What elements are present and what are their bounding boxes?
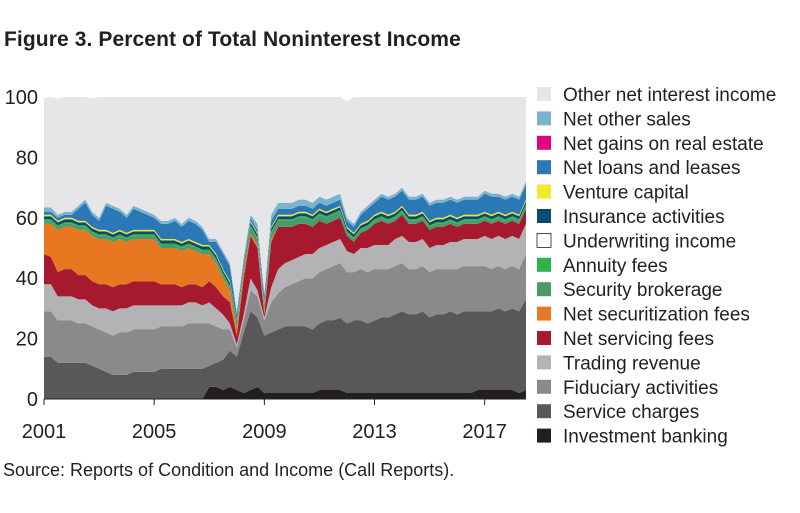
legend-label-fiduciary-activities: Fiduciary activities [563, 378, 718, 399]
x-tick-label: 2013 [352, 421, 397, 443]
legend-label-net-securitization-fees: Net securitization fees [563, 305, 750, 326]
legend-label-venture-capital: Venture capital [563, 183, 689, 204]
legend-label-security-brokerage: Security brokerage [563, 280, 722, 301]
x-axis: 2001 2005 2009 2013 2017 [22, 398, 526, 443]
legend-label-trading-revenue: Trading revenue [563, 353, 701, 374]
chart-title: Figure 3. Percent of Total Noninterest I… [4, 28, 461, 51]
legend-label-underwriting-income: Underwriting income [563, 231, 736, 252]
area-net-loans-and-leases [44, 184, 526, 321]
y-tick-label: 100 [5, 87, 38, 109]
legend: Other net interest income Net other sales… [536, 85, 776, 448]
x-tick-label: 2005 [132, 421, 177, 443]
plot-area [44, 97, 526, 399]
legend-swatch-net-gains-on-real-estate [537, 135, 551, 150]
legend-swatch-insurance-activities [537, 209, 551, 223]
y-tick-label: 40 [16, 268, 38, 290]
area-net-servicing-fees [44, 208, 526, 345]
y-axis: 0 20 40 60 80 100 [5, 87, 38, 411]
legend-swatch-trading-revenue [537, 355, 551, 370]
legend-swatch-fiduciary-activities [537, 379, 551, 394]
y-tick-label: 60 [16, 208, 38, 230]
legend-swatch-net-servicing-fees [537, 331, 551, 345]
area-investment-banking [44, 386, 526, 399]
legend-swatch-security-brokerage [537, 282, 551, 297]
area-other-net-interest-income [44, 97, 526, 312]
y-tick-label: 0 [27, 389, 38, 411]
source-note: Source: Reports of Condition and Income … [3, 460, 455, 480]
legend-swatch-net-loans-and-leases [537, 160, 551, 175]
legend-label-net-other-sales: Net other sales [563, 109, 691, 130]
legend-label-other-net-interest-income: Other net interest income [563, 85, 776, 106]
area-trading-revenue [44, 223, 526, 348]
legend-label-insurance-activities: Insurance activities [563, 207, 725, 228]
legend-swatch-investment-banking [537, 428, 551, 443]
area-net-other-sales [44, 181, 526, 315]
legend-label-net-servicing-fees: Net servicing fees [563, 329, 714, 350]
legend-swatch-venture-capital [537, 184, 551, 199]
x-tick-label: 2009 [242, 421, 287, 443]
area-net-securitization-fees [44, 208, 526, 336]
legend-label-net-gains-on-real-estate: Net gains on real estate [563, 134, 764, 155]
y-tick-label: 80 [16, 147, 38, 169]
legend-label-net-loans-and-leases: Net loans and leases [563, 158, 740, 179]
y-tick-label: 20 [16, 329, 38, 351]
legend-label-annuity-fees: Annuity fees [563, 256, 668, 277]
area-service-charges [44, 299, 526, 399]
legend-swatch-underwriting-income [536, 232, 552, 248]
legend-label-service-charges: Service charges [563, 402, 699, 423]
legend-swatch-other-net-interest-income [537, 87, 551, 101]
x-tick-label: 2001 [22, 421, 67, 443]
legend-swatch-service-charges [537, 404, 551, 419]
x-tick-label: 2017 [462, 421, 507, 443]
area-fiduciary-activities [44, 254, 526, 375]
legend-swatch-annuity-fees [537, 257, 551, 272]
legend-swatch-net-other-sales [537, 111, 551, 126]
legend-swatch-net-securitization-fees [537, 306, 551, 321]
legend-label-investment-banking: Investment banking [563, 427, 728, 448]
